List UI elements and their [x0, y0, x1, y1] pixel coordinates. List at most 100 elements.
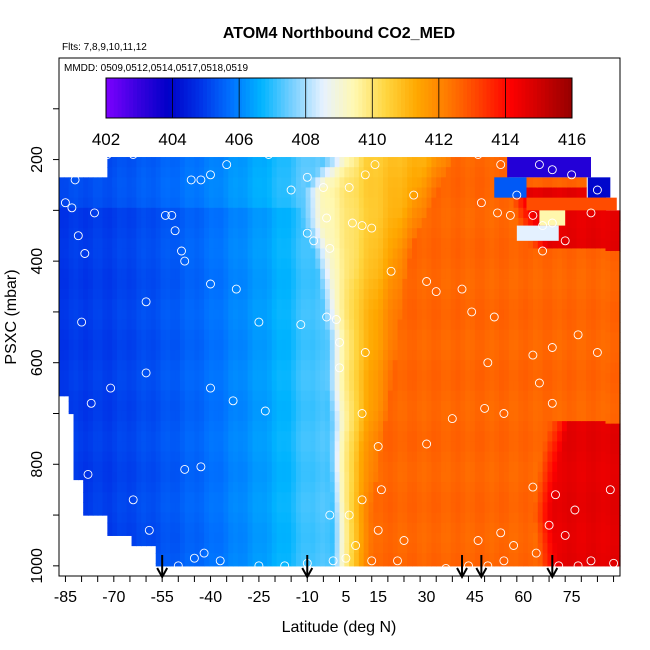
heatmap-cell [605, 281, 611, 293]
heatmap-cell [431, 390, 437, 402]
heatmap-cell [218, 299, 225, 310]
heatmap-cell [228, 461, 234, 473]
heatmap-cell [615, 332, 621, 343]
heatmap-cell [281, 278, 287, 290]
heatmap-cell [97, 329, 104, 341]
heatmap-cell [131, 217, 137, 229]
heatmap-cell [218, 157, 225, 168]
heatmap-cell [387, 471, 394, 483]
heatmap-cell [615, 311, 621, 323]
heatmap-cell [242, 309, 249, 321]
heatmap-cell [146, 309, 152, 321]
heatmap-cell [407, 512, 413, 524]
heatmap-cell [499, 471, 505, 483]
heatmap-cell [590, 563, 597, 567]
heatmap-cell [266, 217, 273, 229]
heatmap-cell [242, 197, 249, 209]
heatmap-cell [387, 522, 394, 534]
heatmap-cell [479, 350, 486, 361]
heatmap-cell [150, 522, 157, 534]
heatmap-cell [518, 339, 524, 351]
heatmap-cell [175, 319, 181, 331]
heatmap-cell [566, 532, 573, 544]
heatmap-cell [358, 380, 365, 392]
heatmap-cell [426, 258, 432, 270]
heatmap-cell [615, 220, 621, 232]
heatmap-cell [339, 319, 345, 331]
colorbar-tick-label: 410 [358, 130, 386, 149]
heatmap-cell [532, 370, 539, 382]
heatmap-cell [339, 350, 345, 361]
heatmap-cell [542, 268, 549, 280]
heatmap-cell [436, 350, 442, 361]
heatmap-cell [557, 319, 563, 331]
heatmap-cell [426, 350, 432, 361]
heatmap-cell [305, 289, 312, 300]
heatmap-cell [189, 258, 196, 270]
heatmap-cell [155, 319, 162, 331]
heatmap-cell [561, 370, 568, 382]
heatmap-cell [344, 157, 350, 168]
heatmap-cell [88, 329, 94, 341]
heatmap-cell [378, 553, 384, 564]
heatmap-cell [586, 238, 592, 250]
heatmap-cell [334, 197, 341, 209]
heatmap-cell [266, 461, 273, 473]
heatmap-cell [204, 289, 210, 300]
heatmap-cell [383, 228, 389, 239]
colorbar-segment [226, 78, 231, 118]
heatmap-cell [615, 372, 621, 384]
heatmap-cell [310, 309, 316, 321]
heatmap-cell [208, 299, 215, 310]
heatmap-cell [513, 350, 520, 361]
heatmap-cell [392, 278, 399, 290]
heatmap-cell [595, 400, 602, 412]
heatmap-cell [131, 177, 137, 189]
heatmap-cell [300, 532, 307, 544]
heatmap-cell [392, 390, 399, 402]
heatmap-cell [291, 522, 297, 534]
heatmap-cell [97, 319, 104, 331]
heatmap-cell [508, 309, 515, 321]
heatmap-cell [213, 451, 220, 463]
heatmap-cell [228, 482, 234, 493]
heatmap-cell [295, 431, 302, 443]
heatmap-cell [412, 329, 418, 341]
heatmap-cell [257, 431, 263, 443]
heatmap-cell [324, 471, 331, 483]
heatmap-cell [204, 400, 210, 412]
heatmap-cell [552, 248, 558, 260]
heatmap-cell [107, 532, 113, 536]
heatmap-cell [445, 431, 452, 443]
heatmap-cell [470, 350, 476, 361]
heatmap-cell [455, 492, 462, 503]
heatmap-cell [436, 309, 442, 321]
heatmap-cell [175, 197, 181, 209]
heatmap-cell [392, 532, 399, 544]
heatmap-cell [494, 258, 500, 270]
heatmap-cell [383, 421, 389, 432]
heatmap-cell [494, 197, 500, 209]
heatmap-cell [499, 522, 505, 534]
heatmap-cell [88, 289, 94, 300]
heatmap-cell [237, 278, 244, 290]
heatmap-cell [421, 268, 428, 280]
heatmap-cell [455, 451, 462, 463]
heatmap-cell [581, 350, 587, 361]
heatmap-cell [436, 380, 442, 392]
heatmap-cell [383, 329, 389, 341]
heatmap-cell [581, 400, 587, 412]
sample-point [60, 198, 70, 208]
heatmap-cell [421, 157, 428, 168]
heatmap-cell [503, 461, 510, 473]
heatmap-cell [233, 410, 239, 422]
heatmap-cell [561, 319, 568, 331]
heatmap-cell [339, 329, 345, 341]
heatmap-cell [165, 441, 171, 453]
heatmap-cell [561, 563, 568, 567]
heatmap-cell [262, 238, 268, 250]
heatmap-cell [126, 482, 133, 493]
heatmap-cell [175, 278, 181, 290]
sample-point [322, 213, 332, 223]
heatmap-cell [165, 522, 171, 534]
